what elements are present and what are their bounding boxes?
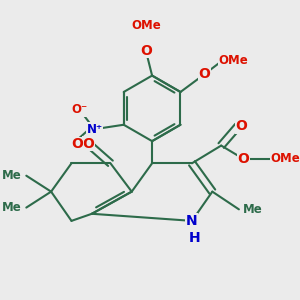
Text: Me: Me [243,203,263,216]
Text: O: O [82,137,94,151]
Text: OMe: OMe [219,54,248,67]
Text: O: O [237,152,249,166]
Text: O: O [140,44,152,58]
Text: H: H [189,231,200,245]
Text: Me: Me [2,201,22,214]
Text: Me: Me [2,169,22,182]
Text: O: O [236,119,247,133]
Text: N: N [186,214,198,228]
Text: O: O [72,137,84,151]
Text: O⁻: O⁻ [71,103,88,116]
Text: OMe: OMe [270,152,300,165]
Text: OMe: OMe [131,19,161,32]
Text: O: O [199,67,210,81]
Text: N⁺: N⁺ [86,123,103,136]
